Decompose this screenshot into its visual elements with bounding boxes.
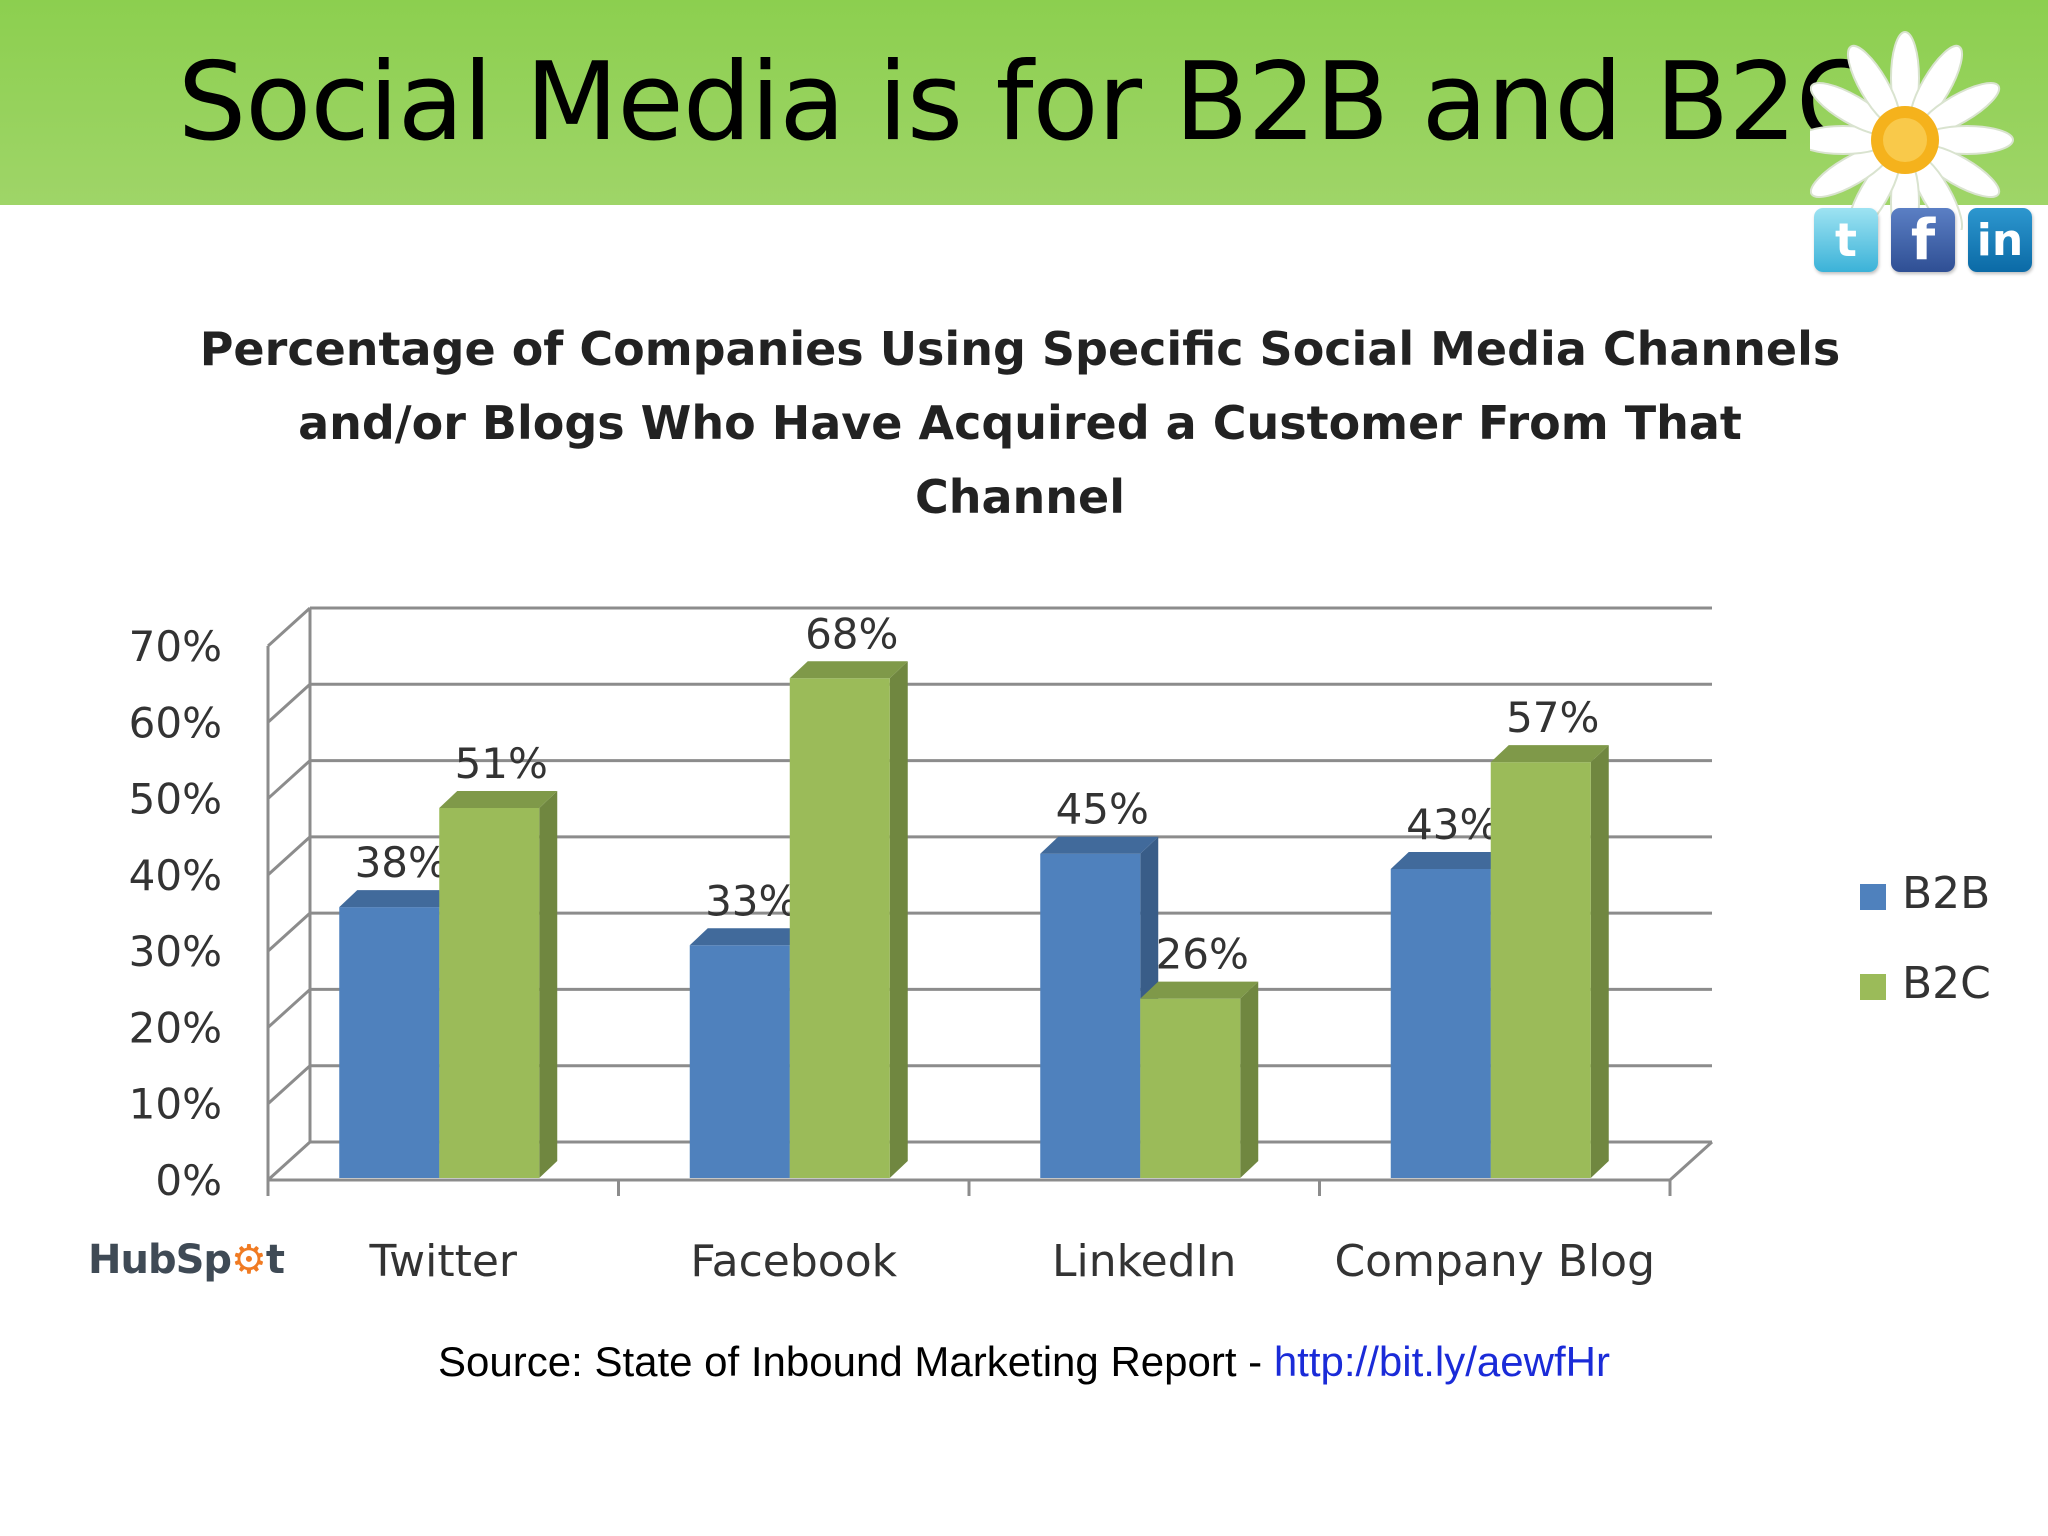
x-tick-label: Company Blog xyxy=(1334,1236,1655,1287)
y-tick-label: 20% xyxy=(129,1003,222,1052)
twitter-icon[interactable]: t xyxy=(1814,208,1878,272)
bar xyxy=(1390,868,1491,1178)
header-bar xyxy=(0,0,2048,205)
legend-swatch xyxy=(1860,884,1886,910)
gridline-side xyxy=(266,1064,312,1105)
facebook-icon[interactable]: f xyxy=(1891,208,1955,273)
floor-edge xyxy=(1668,1140,1714,1182)
bar-top xyxy=(789,661,908,679)
data-label: 51% xyxy=(455,739,548,788)
gridline-side xyxy=(266,606,312,648)
slide-title: Social Media is for B2B and B2C xyxy=(177,40,1872,165)
bar xyxy=(1490,762,1591,1178)
hubspot-logo: HubSp⚙t xyxy=(88,1237,285,1283)
gridline-side xyxy=(266,683,312,724)
gridline-side xyxy=(266,912,312,953)
bar xyxy=(789,678,890,1178)
y-tick-label: 40% xyxy=(129,851,222,900)
legend-label: B2C xyxy=(1902,958,1991,1009)
bar xyxy=(439,807,540,1178)
gridline-side xyxy=(266,1140,312,1182)
bar-top xyxy=(689,928,808,946)
bar-side xyxy=(539,790,558,1178)
legend-swatch xyxy=(1860,974,1886,1000)
data-label: 68% xyxy=(805,609,898,658)
bar-side xyxy=(889,661,908,1178)
bar xyxy=(1140,998,1241,1178)
bar-side xyxy=(1590,745,1609,1178)
bar xyxy=(689,945,790,1178)
y-tick-label: 0% xyxy=(155,1156,222,1205)
bar-side xyxy=(1240,981,1259,1178)
chart-title: Percentage of Companies Using Specific S… xyxy=(199,322,1841,524)
y-tick-label: 60% xyxy=(129,698,222,747)
linkedin-icon[interactable]: in xyxy=(1968,208,2032,272)
bar-top xyxy=(439,790,558,808)
source-line: Source: State of Inbound Marketing Repor… xyxy=(0,1338,2048,1386)
data-label: 33% xyxy=(705,876,798,925)
source-prefix: Source: State of Inbound Marketing Repor… xyxy=(438,1338,1274,1385)
data-label: 57% xyxy=(1506,693,1599,742)
gridline-side xyxy=(266,759,312,800)
bar-top xyxy=(1490,745,1609,763)
gridline-side xyxy=(266,835,312,876)
gridline-side xyxy=(266,988,312,1029)
bar xyxy=(1040,853,1141,1178)
source-link[interactable]: http://bit.ly/aewfHr xyxy=(1273,1338,1610,1385)
x-tick-label: LinkedIn xyxy=(1052,1236,1236,1287)
bar xyxy=(339,907,440,1178)
x-tick-label: Facebook xyxy=(690,1236,897,1287)
bar-top xyxy=(1390,851,1509,869)
bar-top xyxy=(1140,981,1259,999)
bar-top xyxy=(1040,836,1159,854)
data-label: 45% xyxy=(1056,785,1149,834)
data-label: 43% xyxy=(1406,800,1499,849)
bar-top xyxy=(339,890,458,908)
y-tick-label: 70% xyxy=(129,622,222,671)
x-tick-label: Twitter xyxy=(369,1236,518,1287)
y-tick-label: 50% xyxy=(129,775,222,824)
y-tick-label: 30% xyxy=(129,927,222,976)
data-label: 38% xyxy=(355,838,448,887)
data-label: 26% xyxy=(1156,930,1249,979)
legend-label: B2B xyxy=(1902,868,1990,919)
y-tick-label: 10% xyxy=(129,1080,222,1129)
